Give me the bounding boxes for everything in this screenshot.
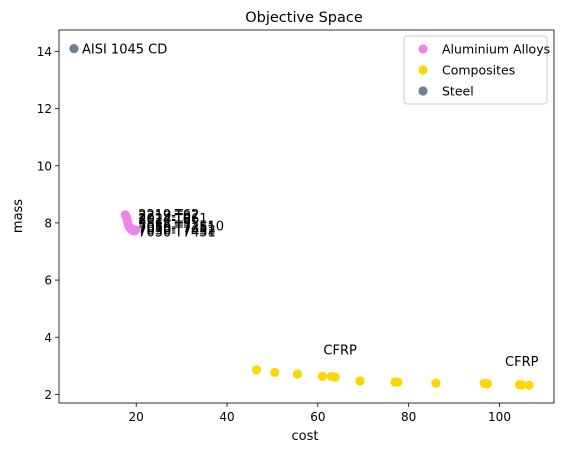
- point-label: AISI 1045 CD: [82, 43, 167, 58]
- point-label: CFRP: [323, 344, 357, 359]
- x-tick-label: 40: [219, 410, 234, 424]
- x-axis-ticks: 20 40 60 80 100: [129, 403, 511, 424]
- data-point-composites: [431, 378, 441, 388]
- point-annotations: AISI 1045 CD 2219-T622219-T872024-T861201…: [82, 43, 539, 371]
- legend-label: Steel: [442, 84, 474, 99]
- point-label: 7050-T7451: [138, 221, 216, 236]
- point-label: 7055-T77510: [138, 219, 224, 234]
- y-axis-ticks: 2 4 6 8 10 12 14: [37, 45, 59, 402]
- point-label: 2219-T87: [138, 210, 199, 225]
- legend-box: [403, 35, 548, 105]
- legend-label: Aluminium Alloys: [442, 42, 550, 57]
- chart-title: Objective Space: [245, 10, 363, 26]
- point-label: CFRP: [505, 355, 539, 370]
- data-point-composites: [355, 376, 365, 386]
- y-axis-label: mass: [11, 199, 26, 233]
- point-label: 2014-T6: [138, 213, 191, 228]
- y-tick-label: 2: [44, 388, 52, 402]
- data-point-aluminium-alloys: [131, 225, 141, 235]
- x-axis-label: cost: [292, 429, 319, 444]
- legend-marker-aluminium-alloys: [418, 44, 428, 54]
- data-point-composites: [482, 378, 492, 389]
- x-tick-label: 20: [129, 410, 144, 424]
- y-tick-label: 14: [37, 45, 52, 59]
- legend-marker-composites: [418, 65, 428, 75]
- plot-frame: [58, 29, 555, 404]
- data-point-composites: [524, 380, 534, 390]
- legend-items: Aluminium Alloys Composites Steel: [418, 42, 550, 99]
- legend-marker-steel: [418, 86, 428, 96]
- y-tick-label: 10: [37, 159, 52, 173]
- data-point-composites: [270, 367, 280, 378]
- point-label: 7030-T7451: [138, 226, 216, 241]
- legend: Aluminium Alloys Composites Steel: [403, 35, 550, 105]
- data-point-composites: [517, 380, 527, 390]
- y-tick-label: 6: [44, 274, 52, 288]
- point-label: 7050-T7452: [138, 223, 216, 238]
- point-label: 2024-T861: [138, 212, 207, 227]
- y-tick-label: 12: [37, 102, 52, 116]
- legend-label: Composites: [442, 63, 515, 78]
- x-tick-label: 60: [310, 410, 325, 424]
- data-point-composites: [330, 372, 340, 382]
- point-label: 2219-T62: [138, 208, 199, 223]
- point-label: 7075-T7351: [138, 222, 216, 237]
- x-tick-label: 100: [488, 410, 511, 424]
- data-point-composites: [251, 365, 262, 375]
- data-point-composites: [393, 377, 403, 387]
- y-tick-label: 8: [44, 216, 52, 230]
- data-point-composites: [317, 371, 327, 382]
- data-point-composites: [292, 369, 303, 379]
- x-tick-label: 80: [401, 410, 416, 424]
- plot-marks: [69, 43, 534, 390]
- data-point-steel: [69, 43, 79, 54]
- y-tick-label: 4: [44, 331, 52, 345]
